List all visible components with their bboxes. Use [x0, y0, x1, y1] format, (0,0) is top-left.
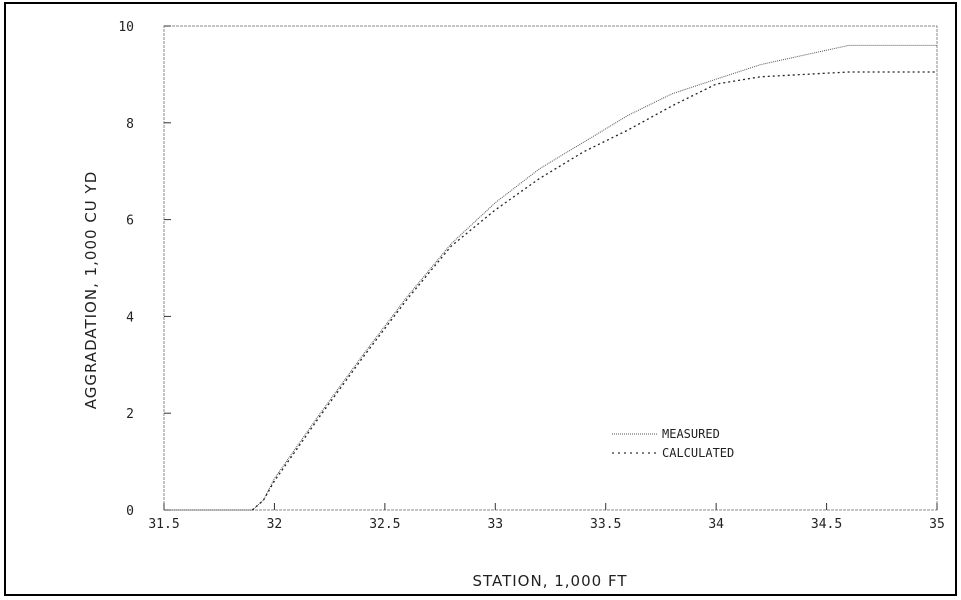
x-tick-label: 32 [267, 517, 283, 532]
x-tick-label: 34 [708, 517, 724, 532]
y-tick-label: 8 [126, 117, 134, 132]
x-tick-label: 33.5 [590, 517, 621, 532]
y-tick-label: 0 [126, 504, 134, 519]
y-tick-label: 4 [126, 310, 134, 325]
x-axis-title: STATION, 1,000 FT [472, 572, 627, 590]
x-tick-label: 34.5 [811, 517, 842, 532]
legend-label-measured: MEASURED [662, 427, 720, 441]
x-tick-label: 33 [487, 517, 503, 532]
y-axis-title: AGGRADATION, 1,000 CU YD [82, 171, 100, 410]
x-tick-label: 32.5 [369, 517, 400, 532]
plot-area [163, 25, 938, 511]
legend-label-calculated: CALCULATED [662, 446, 734, 460]
series-line-calculated [251, 71, 937, 511]
x-tick-label: 31.5 [148, 517, 179, 532]
y-tick-label: 10 [118, 20, 134, 35]
y-tick-label: 6 [126, 214, 134, 229]
series-layer [164, 44, 937, 511]
x-axis: 31.5 32 32.5 33 33.5 34 34.5 35 [148, 503, 945, 532]
legend: MEASURED CALCULATED [612, 427, 734, 460]
y-axis: 0 2 4 6 8 10 [118, 20, 171, 519]
y-tick-label: 2 [126, 407, 134, 422]
chart-frame [4, 2, 957, 596]
x-tick-label: 35 [929, 517, 945, 532]
series-line-measured [164, 44, 937, 511]
